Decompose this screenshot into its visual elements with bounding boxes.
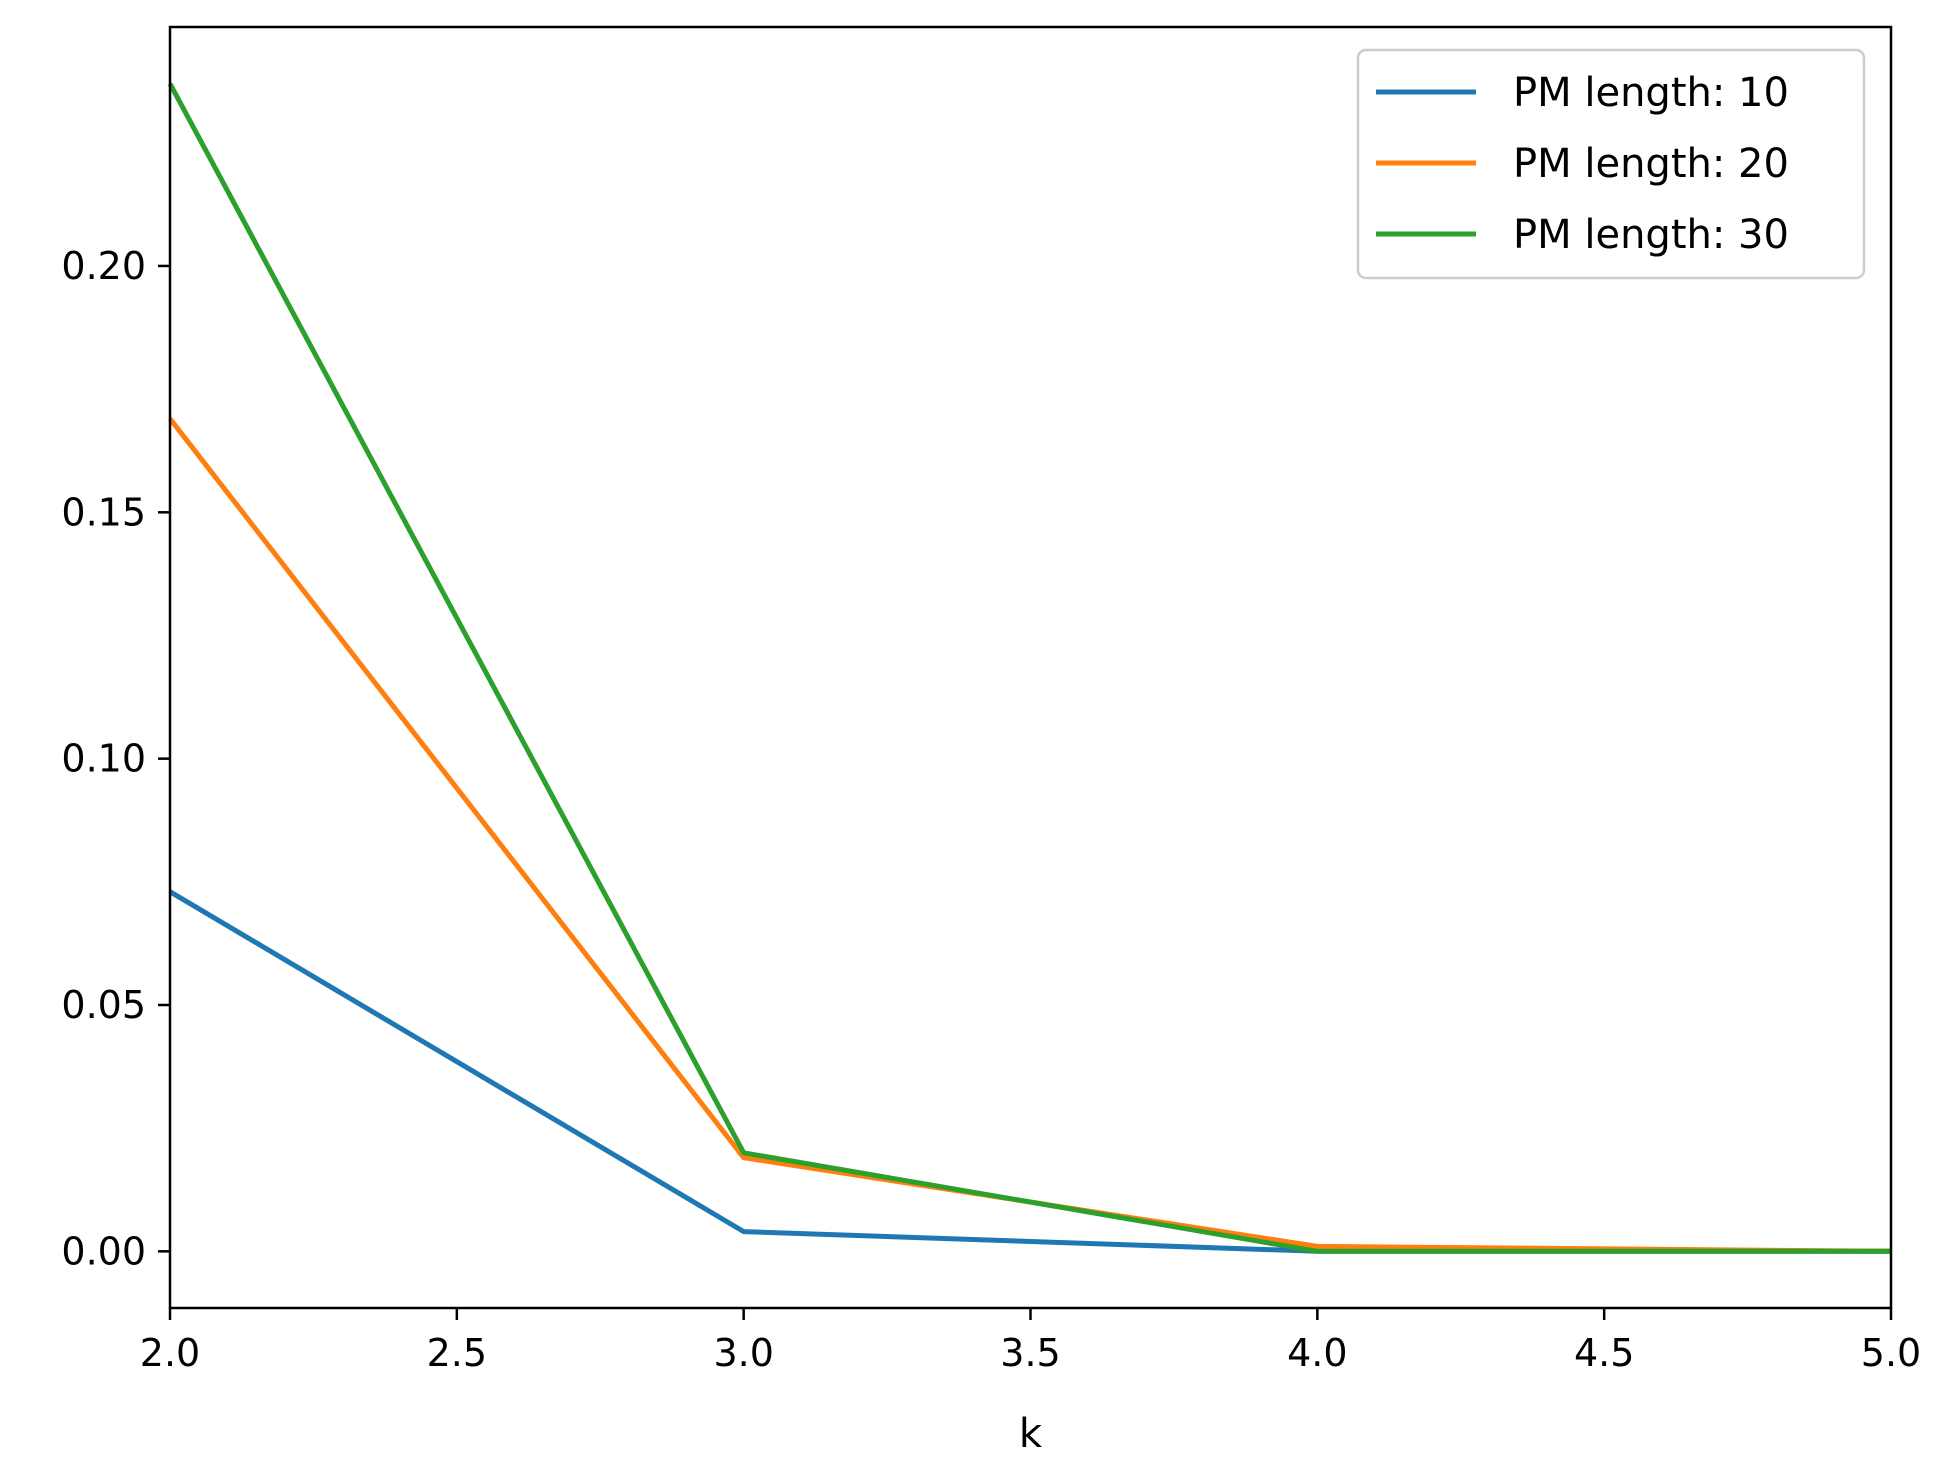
legend-label-1: PM length: 10	[1513, 70, 1789, 116]
legend-box	[1356, 48, 1866, 280]
y-tick-label: 0.15	[61, 490, 146, 534]
x-tick-label: 4.5	[1574, 1331, 1634, 1375]
series-line-1	[168, 889, 1891, 1254]
series-line-3	[167, 82, 1891, 1254]
legend-label-3: PM length: 30	[1513, 212, 1789, 258]
legend-label-2: PM length: 20	[1513, 141, 1789, 187]
x-tick-label: 2.0	[140, 1331, 200, 1375]
x-axis-label: k	[1019, 1411, 1043, 1457]
x-tick-label: 2.5	[427, 1331, 487, 1375]
y-axis-ticks: 0.00 0.05 0.10 0.15 0.20	[61, 244, 170, 1273]
x-tick-label: 3.0	[713, 1331, 773, 1375]
y-tick-label: 0.00	[61, 1229, 146, 1273]
x-tick-label: 3.5	[1000, 1331, 1060, 1375]
y-tick-label: 0.10	[61, 737, 146, 781]
series-layer	[167, 82, 1892, 1254]
x-axis-ticks: 2.0 2.5 3.0 3.5 4.0 4.5 5.0	[140, 1308, 1921, 1375]
series-line-2	[168, 417, 1892, 1254]
x-tick-label: 4.0	[1287, 1331, 1347, 1375]
y-tick-label: 0.20	[61, 244, 146, 288]
legend: PM length: 10 PM length: 20 PM length: 30	[1356, 48, 1866, 280]
x-tick-label: 5.0	[1861, 1331, 1921, 1375]
y-tick-label: 0.05	[61, 983, 146, 1027]
